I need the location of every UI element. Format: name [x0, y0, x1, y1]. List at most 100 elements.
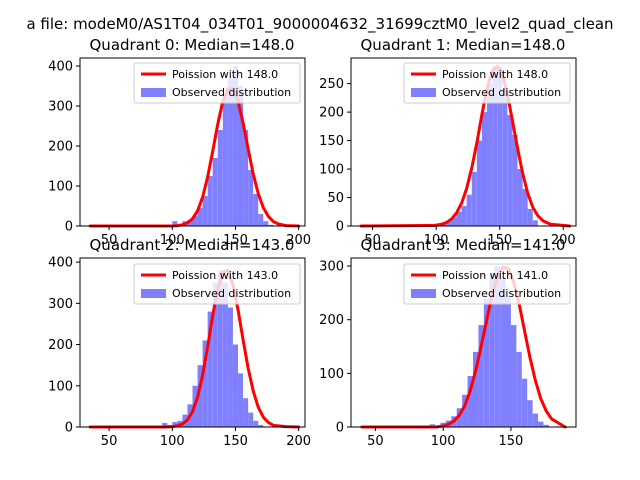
- histogram-bar: [521, 378, 528, 427]
- histogram-bar: [238, 373, 244, 427]
- chart-panel-0: Quadrant 0: Median=148.0 50 100 150 200 0 10…: [48, 36, 311, 248]
- histogram-bar: [502, 89, 508, 226]
- histogram-bar: [243, 398, 249, 427]
- legend-hist-swatch: [141, 88, 166, 97]
- histogram-bar: [268, 224, 274, 226]
- histogram-bar: [522, 188, 528, 226]
- histogram-bars: [436, 66, 538, 226]
- histogram-bar: [483, 298, 490, 427]
- x-tick-label: 200: [286, 434, 311, 449]
- histogram-bar: [543, 424, 549, 427]
- panel-title: Quadrant 1: Median=148.0: [361, 36, 566, 54]
- histogram-bar: [248, 412, 254, 427]
- histogram-bar: [253, 420, 259, 427]
- histogram-bar: [202, 196, 208, 226]
- chart-panel-3: Quadrant 3: Median=141.0 50 100 150 0 100 20…: [319, 236, 577, 449]
- histogram-bar: [532, 220, 538, 226]
- histogram-bar: [507, 114, 513, 226]
- legend-fit-label: Poission with 148.0: [442, 68, 548, 81]
- legend-hist-label: Observed distribution: [442, 86, 561, 99]
- y-axis-ticks: 0 100 200 300: [319, 260, 351, 436]
- x-axis-ticks: 50 100 150: [367, 427, 523, 449]
- x-tick-label: 50: [101, 434, 118, 449]
- histogram-bar: [253, 194, 259, 226]
- histogram-bar: [222, 282, 228, 427]
- histogram-bar: [192, 216, 198, 226]
- x-tick-label: 150: [223, 233, 248, 248]
- histogram-bar: [461, 206, 467, 226]
- legend-hist-label: Observed distribution: [442, 287, 561, 300]
- legend-hist-swatch: [411, 88, 436, 97]
- histogram-bar: [456, 408, 463, 427]
- y-tick-label: 400: [48, 256, 73, 271]
- histogram-bar: [187, 220, 193, 226]
- panel-title: Quadrant 0: Median=148.0: [90, 36, 295, 54]
- legend: Poission with 148.0 Observed distributio…: [403, 62, 571, 104]
- legend: Poission with 148.0 Observed distributio…: [133, 62, 301, 104]
- y-tick-label: 200: [48, 140, 73, 155]
- x-tick-label: 100: [431, 434, 456, 449]
- x-tick-label: 50: [101, 233, 118, 248]
- y-tick-label: 200: [48, 338, 73, 353]
- x-tick-label: 50: [364, 233, 381, 248]
- histogram-bar: [487, 83, 493, 226]
- legend-box: [133, 263, 301, 305]
- x-tick-label: 200: [551, 233, 576, 248]
- panel-title: Quadrant 3: Median=141.0: [361, 236, 566, 254]
- y-tick-label: 300: [48, 100, 73, 115]
- chart-panel-1: Quadrant 1: Median=148.0 50 100 150 200 0 50…: [319, 36, 577, 248]
- histogram-bar: [466, 194, 472, 226]
- histogram-bar: [451, 217, 457, 226]
- axes-frame: [79, 57, 306, 227]
- histogram-bar: [243, 130, 249, 226]
- y-tick-label: 200: [319, 313, 344, 328]
- y-tick-label: 400: [48, 60, 73, 75]
- y-tick-label: 100: [319, 163, 344, 178]
- y-axis-ticks: 0 50 100 150 200 250: [319, 77, 351, 235]
- legend-box: [133, 62, 301, 104]
- histogram-bar: [248, 170, 254, 226]
- histogram-bar: [510, 325, 517, 427]
- panel-title: Quadrant 2: Median=143.0: [90, 236, 295, 254]
- histogram-bar: [263, 221, 269, 226]
- histogram-bar: [492, 66, 498, 226]
- y-tick-label: 150: [319, 134, 344, 149]
- y-tick-label: 50: [327, 191, 344, 206]
- y-tick-label: 300: [48, 297, 73, 312]
- x-tick-label: 150: [487, 233, 512, 248]
- legend-fit-label: Poission with 141.0: [442, 269, 548, 282]
- histogram-bar: [227, 78, 233, 226]
- histogram-bar: [227, 307, 233, 427]
- legend-hist-swatch: [141, 289, 166, 298]
- y-tick-label: 300: [319, 260, 344, 275]
- histogram-bar: [500, 276, 506, 427]
- y-axis-ticks: 0 100 200 300 400: [48, 60, 80, 235]
- histogram-bar: [441, 224, 447, 226]
- x-tick-label: 100: [424, 233, 449, 248]
- axes-frame: [350, 57, 577, 227]
- histogram-bar: [162, 422, 168, 427]
- chart-panel-2: Quadrant 2: Median=143.0 50 100 150 200 0 10…: [48, 236, 311, 449]
- histogram-bar: [197, 208, 203, 226]
- histogram-bar: [472, 351, 479, 427]
- legend-hist-label: Observed distribution: [172, 86, 291, 99]
- histogram-bar: [172, 221, 178, 226]
- y-tick-label: 0: [336, 220, 344, 235]
- histogram-bar: [497, 66, 503, 226]
- histogram-bar: [207, 311, 213, 427]
- x-tick-label: 150: [499, 434, 524, 449]
- histogram-bar: [212, 158, 218, 226]
- histogram-bar: [478, 325, 484, 427]
- histogram-bar: [538, 421, 544, 427]
- x-axis-ticks: 50 100 150 200: [101, 427, 311, 449]
- axes-frame: [79, 257, 306, 428]
- histogram-bar: [489, 274, 495, 427]
- histogram-bar: [232, 66, 239, 226]
- y-tick-label: 0: [65, 421, 73, 436]
- y-tick-label: 0: [65, 220, 73, 235]
- legend: Poission with 143.0 Observed distributio…: [133, 263, 301, 305]
- histogram-bar: [494, 266, 501, 427]
- figure-suptitle: a file: modeM0/AS1T04_034T01_9000004632_…: [26, 15, 613, 34]
- x-tick-label: 200: [286, 233, 311, 248]
